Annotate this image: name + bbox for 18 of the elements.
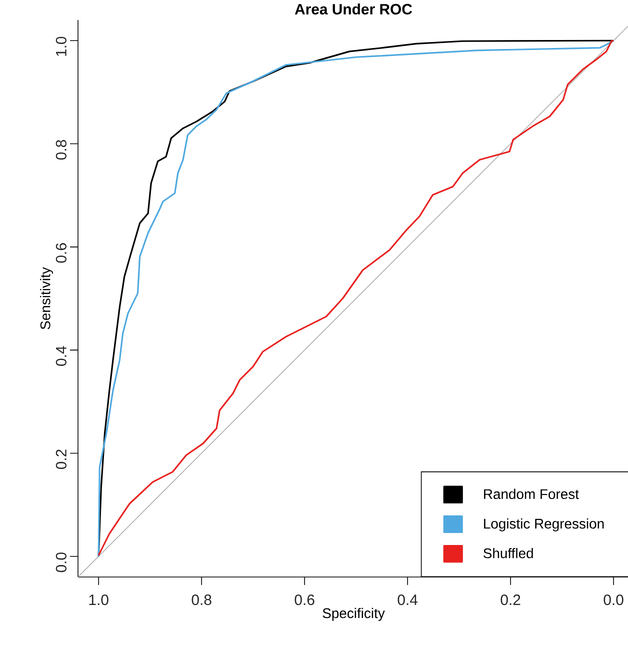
x-tick-label: 0.8 [192, 594, 212, 606]
y-tick-label: 0.4 [56, 346, 66, 366]
x-tick-label: 0.6 [294, 594, 314, 606]
x-tick-label: 1.0 [89, 594, 108, 606]
legend-label: Shuffled [484, 548, 533, 558]
y-tick-label: 1.0 [56, 36, 66, 56]
x-axis-title: Specificity [322, 608, 385, 621]
x-tick-label: 0.2 [500, 594, 520, 606]
legend-label: Logistic Regression [484, 518, 604, 532]
y-tick-label: 0.8 [56, 140, 66, 160]
x-tick-label: 0.4 [398, 594, 418, 606]
legend-label: Random Forest [484, 488, 579, 500]
y-tick-label: 0.6 [56, 243, 66, 263]
y-tick-label: 0.2 [56, 450, 66, 470]
y-axis-title: Sensitivity [40, 267, 54, 330]
chart-title: Area Under ROC [294, 4, 412, 14]
x-tick-label: 0.0 [604, 594, 624, 606]
y-tick-label: 0.0 [56, 552, 66, 572]
